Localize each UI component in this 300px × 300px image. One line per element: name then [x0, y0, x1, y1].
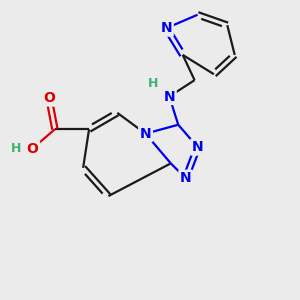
- Text: O: O: [43, 91, 55, 105]
- Text: O: O: [27, 142, 38, 155]
- Text: H: H: [11, 142, 21, 155]
- Text: N: N: [140, 127, 152, 141]
- Text: N: N: [192, 140, 203, 154]
- Text: N: N: [160, 21, 172, 35]
- Text: N: N: [180, 171, 191, 185]
- Text: N: N: [164, 89, 175, 103]
- Text: H: H: [148, 76, 158, 90]
